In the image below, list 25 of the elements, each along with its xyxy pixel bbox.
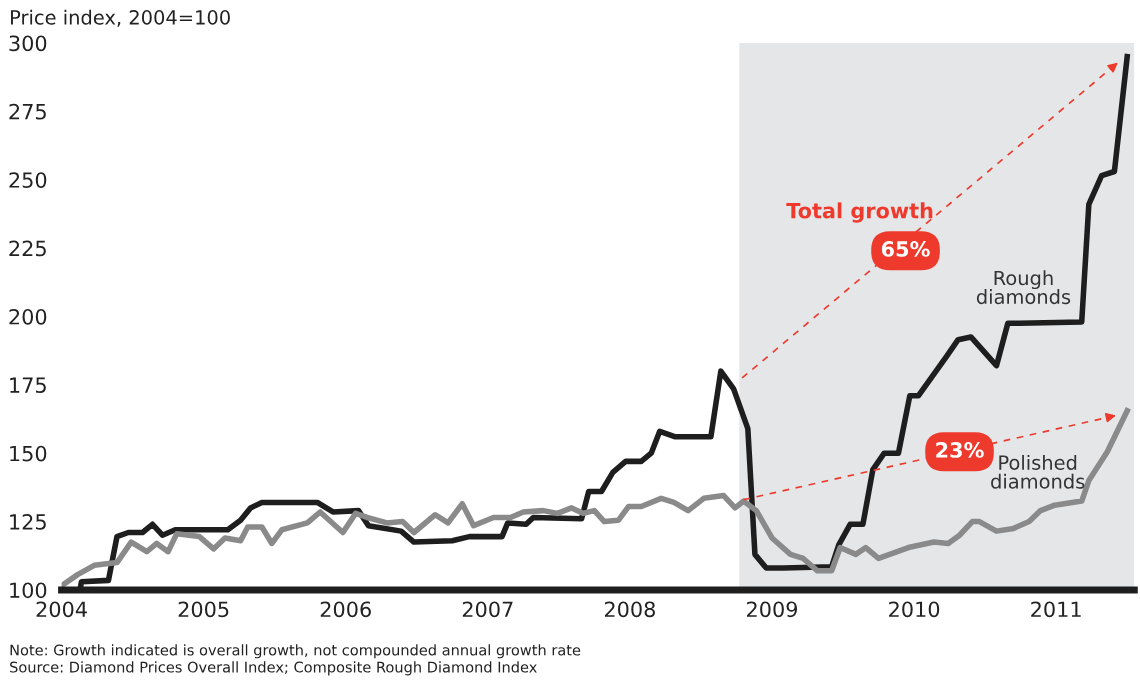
source-note: Source: Diamond Prices Overall Index; Composite Rough Diamond Index — [10, 661, 537, 676]
series-label: Polished diamonds — [991, 454, 1085, 489]
x-tick-label: 2011 — [1031, 601, 1081, 618]
y-tick-label: 275 — [9, 103, 46, 120]
annotation: 23% — [936, 442, 984, 458]
y-tick-label: 250 — [9, 172, 47, 188]
y-tick-label: 200 — [9, 308, 47, 325]
y-tick-label: 125 — [10, 514, 46, 530]
x-tick-label: 2004 — [36, 601, 87, 618]
y-tick-label: 225 — [9, 240, 46, 257]
y-tick-label: 175 — [10, 377, 46, 394]
y-tick-label: 300 — [9, 35, 47, 52]
x-tick-label: 2007 — [462, 601, 513, 618]
x-tick-label: 2005 — [178, 601, 229, 618]
x-tick-label: 2006 — [320, 601, 371, 618]
annotation: Total growth — [786, 202, 933, 223]
y-axis-title: Price index, 2004=100 — [11, 9, 230, 27]
x-tick-label: 2008 — [604, 601, 655, 618]
x-tick-label: 2009 — [747, 601, 798, 618]
y-tick-label: 150 — [10, 445, 47, 462]
annotation: 65% — [881, 241, 930, 257]
series-label: Rough diamonds — [976, 270, 1071, 305]
y-tick-label: 100 — [10, 582, 47, 599]
x-tick-label: 2010 — [889, 601, 940, 618]
text: Note: Growth indicated is overall growth, not compounded annual growth rate — [10, 644, 581, 659]
